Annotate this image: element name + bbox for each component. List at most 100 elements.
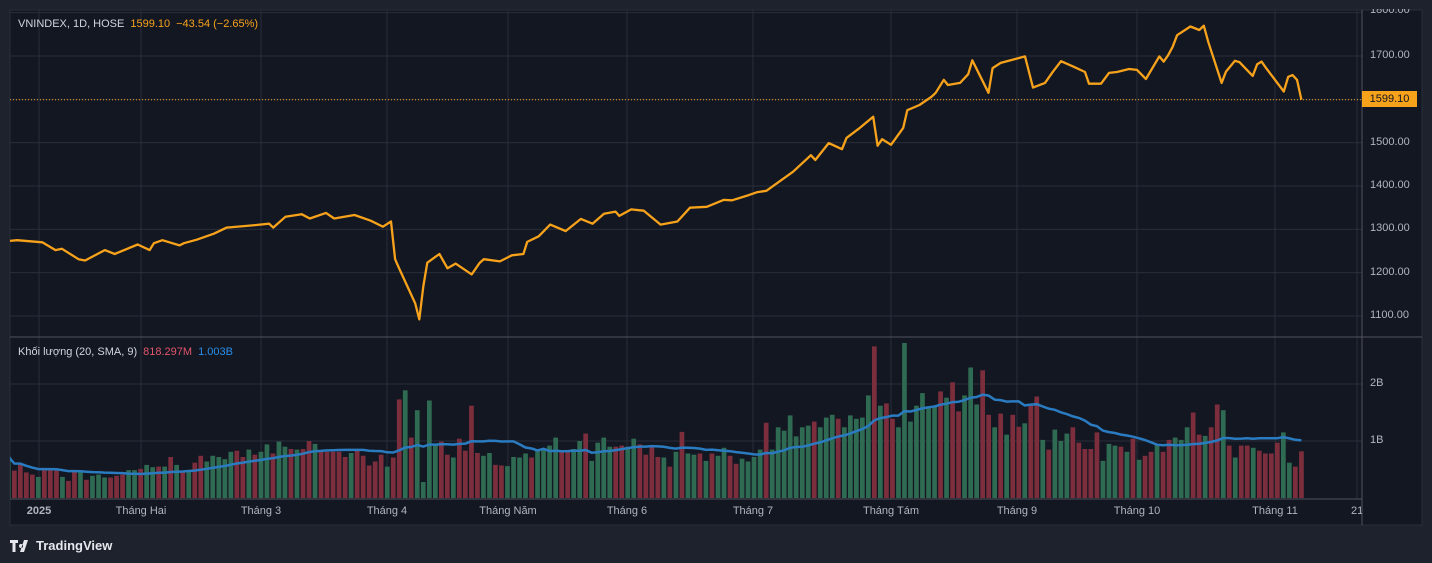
volume-bar xyxy=(1088,449,1094,498)
volume-bar xyxy=(324,451,330,498)
volume-bar xyxy=(84,479,89,498)
volume-bar xyxy=(216,457,222,498)
volume-bar xyxy=(114,475,119,498)
volume-bar xyxy=(793,436,799,498)
volume-bar xyxy=(475,453,480,498)
volume-bar xyxy=(1118,446,1124,498)
volume-bar xyxy=(1004,434,1009,498)
price-tick-label: 1400.00 xyxy=(1370,178,1410,191)
volume-bar xyxy=(1190,412,1196,498)
volume-sma-value: 1.003B xyxy=(198,346,233,358)
volume-bar xyxy=(667,466,673,498)
volume-bar xyxy=(1250,447,1256,498)
time-tick-label: Tháng 7 xyxy=(732,505,774,517)
grid-lines xyxy=(10,10,1362,499)
volume-tick-label: 1B xyxy=(1370,434,1384,446)
volume-bar xyxy=(896,427,901,498)
volume-bar xyxy=(835,418,841,498)
volume-bar xyxy=(938,391,943,498)
volume-bar xyxy=(378,454,384,498)
volume-bar xyxy=(998,413,1003,498)
volume-bar xyxy=(848,415,853,498)
volume-bar xyxy=(1094,432,1100,498)
volume-bar xyxy=(246,449,252,498)
volume-bar xyxy=(763,422,769,498)
volume-bar xyxy=(60,476,65,498)
volume-bar xyxy=(890,418,895,498)
volume-bar xyxy=(535,450,540,498)
volume-bar xyxy=(150,467,155,498)
volume-bar xyxy=(823,417,829,498)
symbol-label[interactable]: VNINDEX, 1D, HOSE xyxy=(18,18,125,30)
volume-bar xyxy=(1287,462,1292,498)
volume-bar xyxy=(607,446,613,498)
volume-bar xyxy=(366,465,372,498)
volume-value: 818.297M xyxy=(143,346,193,358)
volume-bar xyxy=(312,443,318,498)
volume-bar xyxy=(842,427,847,498)
volume-bar xyxy=(505,466,510,498)
price-tick-label: 1700.00 xyxy=(1370,49,1410,61)
volume-bar xyxy=(944,397,949,498)
volume-bar xyxy=(414,410,420,498)
volume-bar xyxy=(493,464,498,498)
volume-bar xyxy=(1232,457,1238,498)
volume-bar xyxy=(679,431,685,498)
price-legend: VNINDEX, 1D, HOSE 1599.10 −43.54 (−2.65%) xyxy=(18,17,264,31)
volume-bar xyxy=(613,446,619,498)
volume-bar xyxy=(860,417,865,498)
time-tick-label: Tháng Hai xyxy=(115,505,167,517)
volume-bar xyxy=(799,427,805,498)
volume-bar xyxy=(541,449,546,498)
price-change-value: −43.54 (−2.65%) xyxy=(176,18,259,30)
volume-indicator-title[interactable]: Khối lượng (20, SMA, 9) xyxy=(18,346,138,358)
volume-bar xyxy=(1184,427,1190,498)
volume-bar xyxy=(457,438,462,498)
volume-bar xyxy=(1082,449,1088,498)
volume-bar xyxy=(1281,432,1286,498)
volume-bar xyxy=(390,457,396,498)
volume-bar xyxy=(402,390,408,498)
time-tick-label: Tháng 10 xyxy=(1113,505,1161,517)
volume-bar xyxy=(992,427,997,498)
volume-bar xyxy=(643,454,649,498)
volume-bar xyxy=(595,442,601,498)
volume-bar xyxy=(228,451,234,498)
volume-bar xyxy=(884,403,889,498)
volume-bar xyxy=(66,480,71,498)
tradingview-logo[interactable]: TradingView xyxy=(10,538,112,553)
price-line xyxy=(10,24,1303,321)
volume-bar xyxy=(342,457,348,498)
volume-bar xyxy=(24,472,29,498)
volume-bar xyxy=(745,461,751,498)
volume-bar xyxy=(174,464,179,498)
volume-bar xyxy=(1214,404,1220,498)
volume-bar xyxy=(775,427,781,498)
volume-bar xyxy=(908,421,913,498)
volume-bar xyxy=(487,453,492,498)
volume-bar xyxy=(198,455,204,498)
time-tick-label: Tháng 9 xyxy=(996,505,1038,517)
volume-bar xyxy=(451,457,456,498)
volume-bar xyxy=(872,346,877,498)
volume-bar xyxy=(956,411,961,498)
volume-bar xyxy=(637,444,643,498)
volume-bar xyxy=(330,451,336,498)
volume-bar xyxy=(96,474,101,498)
volume-bar xyxy=(48,469,53,498)
volume-bar xyxy=(691,454,697,498)
volume-bar xyxy=(1136,459,1142,498)
volume-bar xyxy=(481,455,486,498)
volume-bar xyxy=(968,367,973,498)
volume-bar xyxy=(1166,439,1172,498)
volume-bar xyxy=(1244,445,1250,498)
volume-bar xyxy=(433,443,438,498)
volume-bar xyxy=(1124,451,1130,498)
volume-bar xyxy=(372,461,378,498)
volume-bar xyxy=(1022,423,1028,498)
volume-bar xyxy=(787,415,793,498)
volume-bar xyxy=(463,450,468,498)
volume-bar xyxy=(523,453,528,498)
volume-bar xyxy=(962,395,967,498)
